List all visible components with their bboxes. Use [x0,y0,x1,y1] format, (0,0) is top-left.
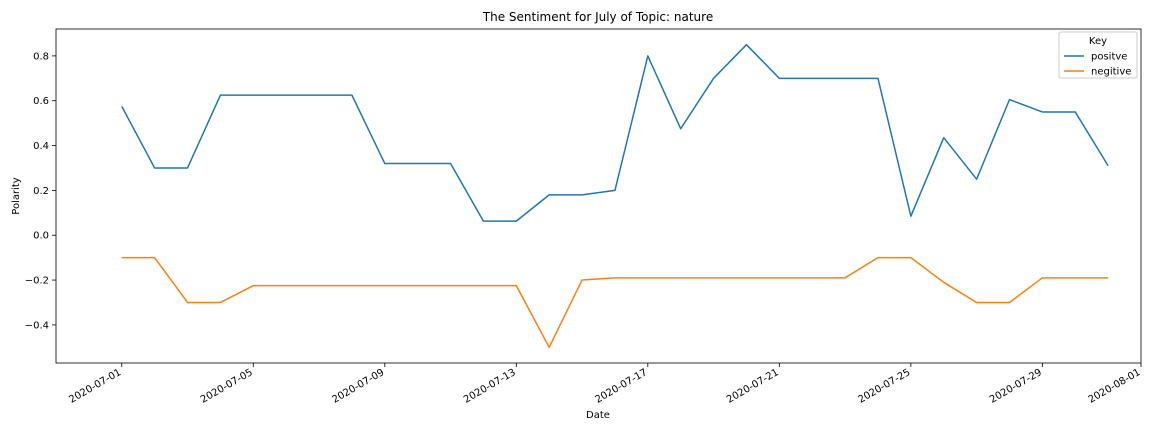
y-tick-label: −0.2 [25,276,49,287]
x-tick-label: 2020-07-21 [725,367,781,406]
x-axis: 2020-07-01 2020-07-05 2020-07-09 2020-07-13… [67,363,1143,406]
series-line-positve [121,43,1109,222]
x-tick-label: 2020-07-29 [988,367,1044,406]
legend-label-negitive: negitive [1091,67,1131,78]
x-tick-label: 2020-07-17 [593,367,649,406]
x-axis-label: Date [586,410,610,421]
y-tick-label: 0.2 [33,186,49,197]
x-tick-label: 2020-07-25 [857,367,913,406]
y-tick-label: 0.0 [33,231,49,242]
series-layer [121,43,1109,349]
x-tick-label: 2020-08-01 [1087,367,1143,406]
x-tick-label: 2020-07-01 [67,367,123,406]
plot-area [55,28,1142,364]
legend-title: Key [1089,36,1107,47]
y-tick-label: 0.4 [33,141,49,152]
plot-frame [55,28,1142,364]
legend-box [1058,31,1138,79]
x-tick-label: 2020-07-05 [199,367,255,406]
y-axis: −0.4 −0.2 0.0 0.2 0.4 0.6 0.8 [25,51,56,331]
chart-title: The Sentiment for July of Topic: nature [482,10,713,24]
y-tick-label: 0.6 [33,96,49,107]
series-line-negitive [121,256,1109,349]
legend-label-positve: positve [1091,52,1127,63]
x-tick-label: 2020-07-13 [462,367,518,406]
y-tick-label: 0.8 [33,51,49,62]
legend: Key positve negitive [1058,31,1138,79]
x-tick-label: 2020-07-09 [330,367,386,406]
y-axis-label: Polarity [11,177,22,215]
y-tick-label: −0.4 [25,320,49,331]
